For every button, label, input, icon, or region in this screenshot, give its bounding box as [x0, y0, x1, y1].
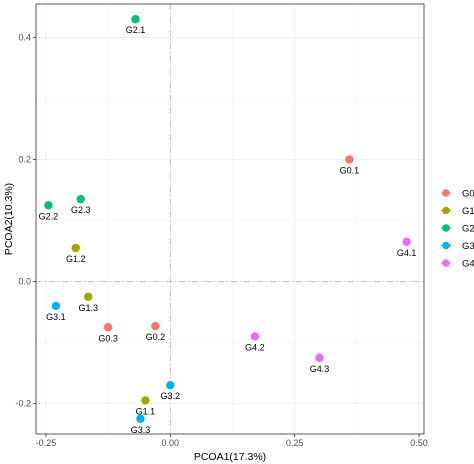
point-label: G1.3 [78, 303, 98, 313]
point-label: G0.3 [98, 333, 118, 343]
point-label: G2.3 [71, 205, 91, 215]
data-point [141, 396, 150, 405]
data-point [71, 243, 80, 253]
data-point [166, 381, 175, 390]
panel-border [35, 3, 425, 435]
point-label: G0.1 [340, 166, 360, 176]
x-axis-ticks: -0.25 0.00 0.25 0.50 [36, 434, 428, 448]
y-tick-label: -0.2 [15, 399, 31, 409]
data-point [131, 15, 140, 24]
legend-key-dot [442, 206, 450, 215]
point-label: G1.1 [136, 406, 156, 416]
y-axis-title: PCOA2(10.3%) [3, 183, 15, 255]
point-label: G4.1 [397, 248, 417, 258]
legend-label: G1 [462, 206, 474, 217]
point-label: G4.3 [310, 364, 330, 374]
x-tick-label: 0.00 [162, 438, 180, 448]
legend-label: G2 [462, 224, 474, 235]
legend-label: G3 [462, 241, 474, 252]
point-label: G2.2 [39, 211, 59, 221]
y-tick-label: 0.4 [18, 33, 31, 43]
x-tick-label: -0.25 [36, 438, 57, 448]
data-point [136, 414, 145, 423]
point-label: G1.2 [66, 254, 86, 264]
data-point [44, 201, 53, 210]
x-tick-label: 0.25 [286, 438, 304, 448]
data-point [402, 237, 411, 247]
legend-key-dot [442, 224, 450, 232]
y-tick-label: 0.0 [18, 277, 31, 287]
y-axis-ticks: -0.2 0.0 0.2 0.4 [15, 33, 36, 409]
point-label: G3.2 [161, 391, 181, 401]
data-point [151, 321, 160, 331]
legend-key-dot [442, 259, 450, 267]
y-tick-label: 0.2 [18, 155, 31, 165]
point-label: G2.1 [126, 25, 146, 35]
data-point [103, 323, 113, 332]
data-point [315, 353, 324, 362]
legend: G0 G1 G2 G3 G4 [441, 189, 474, 270]
data-point [84, 292, 93, 301]
legend-key-dot [442, 189, 450, 197]
data-point [250, 332, 260, 341]
legend-label: G4 [462, 259, 474, 270]
point-label: G4.2 [245, 342, 265, 352]
data-point [51, 301, 61, 311]
data-point [345, 155, 354, 164]
point-label: G3.1 [46, 312, 66, 322]
grid [36, 4, 424, 434]
point-label: G3.3 [131, 425, 151, 435]
point-label: G0.2 [146, 332, 166, 342]
legend-label: G0 [462, 189, 474, 200]
legend-key-dot [442, 241, 450, 250]
x-tick-label: 0.50 [410, 438, 428, 448]
point-labels: G0.1 G0.2 G0.3 G1.1 G1.2 G1.3 G2.1 G2.2 G2.3 G3.1… [39, 25, 417, 435]
data-point [76, 194, 85, 204]
data-points [44, 15, 411, 423]
x-axis-title: PCOA1(17.3%) [194, 451, 266, 463]
